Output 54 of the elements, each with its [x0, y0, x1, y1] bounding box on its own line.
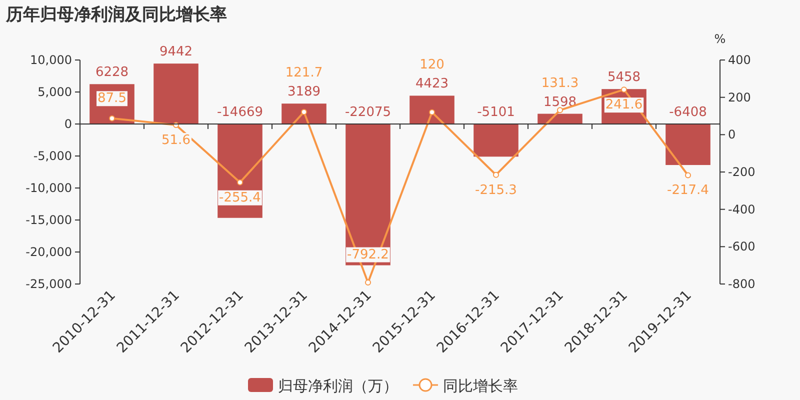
- point: [429, 109, 435, 116]
- data-label: 3189: [287, 84, 321, 100]
- legend-label: 归母净利润（万）: [278, 377, 398, 395]
- data-label: 241.6: [605, 98, 643, 113]
- data-label: -14669: [216, 105, 264, 120]
- data-label: -6408: [669, 105, 707, 120]
- y-tick-label: -25,000: [26, 277, 72, 291]
- bar: [410, 96, 454, 124]
- y2-tick-label: -200: [728, 165, 756, 179]
- bar: [346, 124, 390, 266]
- data-label: 131.3: [541, 76, 579, 91]
- data-label: 51.6: [162, 133, 190, 148]
- y2-tick-label: 400: [728, 53, 751, 67]
- data-label: 9442: [159, 44, 193, 60]
- data-label: 6228: [95, 65, 129, 80]
- y-tick-label: 0: [64, 117, 72, 131]
- data-label: 121.7: [285, 66, 323, 81]
- data-label: 87.5: [98, 91, 126, 106]
- point: [493, 172, 499, 178]
- data-label: -255.4: [219, 190, 261, 206]
- data-label: -22075: [344, 105, 392, 120]
- chart-title: 历年归母净利润及同比增长率: [5, 5, 227, 25]
- y-tick-label: -15,000: [26, 213, 72, 227]
- legend-label: 同比增长率: [443, 377, 518, 395]
- y2-tick-label: -800: [728, 277, 756, 291]
- data-label: 120: [420, 58, 444, 73]
- y-tick-label: -10,000: [26, 181, 72, 195]
- point: [109, 115, 115, 122]
- y-tick-label: -20,000: [26, 245, 72, 259]
- bar: [282, 104, 326, 124]
- y-tick-label: 5,000: [38, 85, 72, 99]
- data-label: -5101: [477, 105, 515, 120]
- y2-tick-label: 0: [728, 128, 736, 142]
- bar: [154, 64, 198, 124]
- y2-tick-label: 200: [728, 90, 751, 104]
- point: [621, 86, 627, 93]
- bar: [666, 124, 710, 166]
- data-label: 4423: [415, 76, 449, 92]
- data-label: 1598: [543, 94, 577, 110]
- y2-axis-title: %: [714, 32, 726, 46]
- y-tick-label: -5,000: [33, 149, 72, 163]
- point: [685, 172, 691, 178]
- data-label: -217.4: [667, 183, 709, 198]
- y-tick-label: 10,000: [30, 53, 72, 67]
- point: [365, 280, 371, 286]
- y2-tick-label: -600: [728, 240, 756, 254]
- data-label: 5458: [607, 70, 641, 86]
- point: [557, 107, 563, 114]
- data-label: -215.3: [475, 182, 517, 198]
- data-label: -792.2: [347, 247, 389, 262]
- y2-tick-label: -400: [728, 202, 756, 216]
- bar: [474, 124, 518, 157]
- point: [237, 179, 243, 186]
- point: [301, 108, 307, 115]
